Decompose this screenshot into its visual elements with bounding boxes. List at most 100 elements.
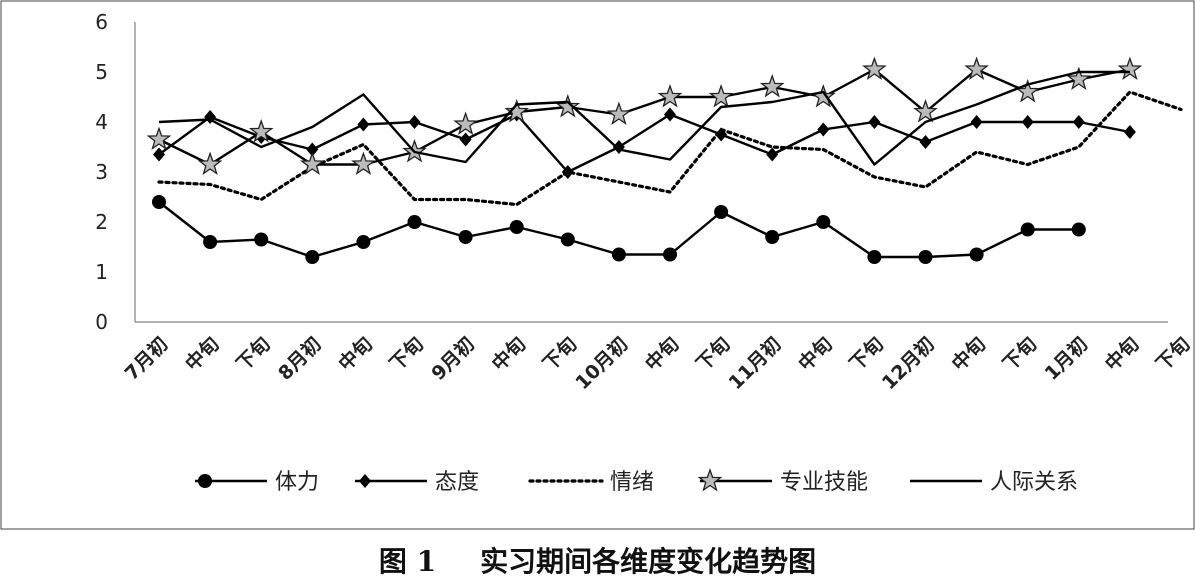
point-star (964, 56, 989, 80)
point-diamond (766, 147, 779, 162)
y-tick-label: 2 (95, 210, 108, 234)
point-diamond (357, 117, 370, 132)
x-tick-label: 1月初 (1040, 332, 1092, 384)
series-line (158, 68, 1131, 166)
legend-label: 专业技能 (780, 470, 868, 495)
series-line (157, 90, 1183, 207)
legend-item-1: 态度 (355, 470, 479, 495)
legend-label: 态度 (435, 470, 479, 495)
point-diamond (359, 474, 371, 488)
y-tick-label: 0 (95, 310, 108, 334)
point-circle (305, 250, 320, 264)
y-tick-label: 4 (95, 110, 108, 134)
series-line (158, 70, 1130, 166)
point-circle (611, 247, 626, 262)
point-star (555, 94, 581, 118)
point-diamond (1021, 115, 1034, 129)
point-circle (969, 247, 984, 262)
point-diamond (919, 135, 932, 149)
x-tick-label: 中旬 (180, 332, 223, 375)
point-circle (1071, 222, 1086, 237)
x-tick-label: 下旬 (385, 332, 428, 375)
x-tick-label: 下旬 (538, 332, 581, 375)
x-tick-label: 下旬 (845, 332, 888, 375)
point-star (657, 84, 683, 108)
point-star (1066, 66, 1092, 90)
point-circle (560, 232, 575, 247)
point-star (197, 151, 223, 175)
point-circle (1020, 222, 1035, 237)
x-tick-label: 11月初 (724, 332, 786, 394)
legend-item-3: 专业技能 (697, 468, 868, 495)
point-star (504, 99, 530, 123)
x-tick-label: 9月初 (427, 332, 479, 384)
point-circle (663, 247, 677, 262)
point-diamond (664, 107, 676, 122)
point-circle (152, 195, 166, 209)
x-tick-label: 下旬 (691, 332, 734, 375)
point-circle (254, 232, 269, 247)
series-group (146, 56, 1183, 264)
legend-label: 情绪 (610, 470, 654, 495)
point-circle (918, 250, 933, 264)
point-circle (203, 235, 218, 249)
point-circle (714, 205, 729, 219)
point-star (913, 99, 938, 123)
point-diamond (1072, 115, 1085, 129)
legend-label: 体力 (275, 470, 319, 495)
point-star (453, 111, 478, 135)
legend-label: 人际关系 (990, 470, 1078, 495)
x-tick-label: 中旬 (640, 332, 683, 375)
x-tick-label: 10月初 (571, 332, 633, 394)
legend-item-2: 情绪 (528, 470, 654, 495)
point-star (299, 151, 325, 175)
series-4 (158, 70, 1130, 166)
point-star (697, 468, 723, 492)
point-circle (458, 230, 473, 244)
point-diamond (817, 122, 830, 137)
x-tick-label: 中旬 (334, 332, 377, 375)
chart-border (0, 0, 1195, 530)
point-star (351, 151, 376, 175)
x-tick-label: 中旬 (794, 332, 837, 375)
x-tick-label: 中旬 (1100, 332, 1143, 375)
point-star (862, 56, 887, 80)
x-tick-label: 8月初 (273, 332, 325, 384)
point-star (759, 74, 785, 98)
point-diamond (868, 115, 881, 129)
figure-caption: 图 1 实习期间各维度变化趋势图 (0, 540, 1195, 580)
point-circle (867, 250, 882, 264)
y-tick-label: 3 (95, 160, 108, 184)
x-tick-label: 12月初 (877, 332, 939, 394)
point-circle (356, 235, 371, 249)
point-circle (816, 215, 831, 229)
series-0 (152, 195, 1086, 264)
x-tick-label: 下旬 (1151, 332, 1194, 375)
point-star (606, 101, 632, 125)
point-diamond (459, 132, 472, 147)
y-tick-label: 6 (95, 10, 108, 34)
series-line (158, 113, 1131, 174)
series-2 (157, 90, 1183, 207)
point-star (1117, 56, 1143, 80)
point-diamond (153, 147, 165, 162)
point-star (708, 84, 734, 108)
legend-item-4: 人际关系 (910, 470, 1078, 495)
figure-number: 图 1 (378, 545, 437, 578)
point-star (146, 126, 172, 150)
legend-item-0: 体力 (195, 470, 319, 495)
point-circle (765, 230, 780, 244)
point-diamond (408, 115, 421, 129)
x-tick-label: 中旬 (947, 332, 990, 375)
point-circle (509, 220, 524, 234)
point-star (248, 119, 274, 143)
point-diamond (306, 142, 319, 157)
point-circle (407, 215, 422, 229)
y-tick-label: 5 (95, 60, 108, 84)
x-tick-label: 7月初 (120, 332, 172, 384)
point-diamond (970, 115, 983, 129)
series-1 (153, 107, 1136, 179)
